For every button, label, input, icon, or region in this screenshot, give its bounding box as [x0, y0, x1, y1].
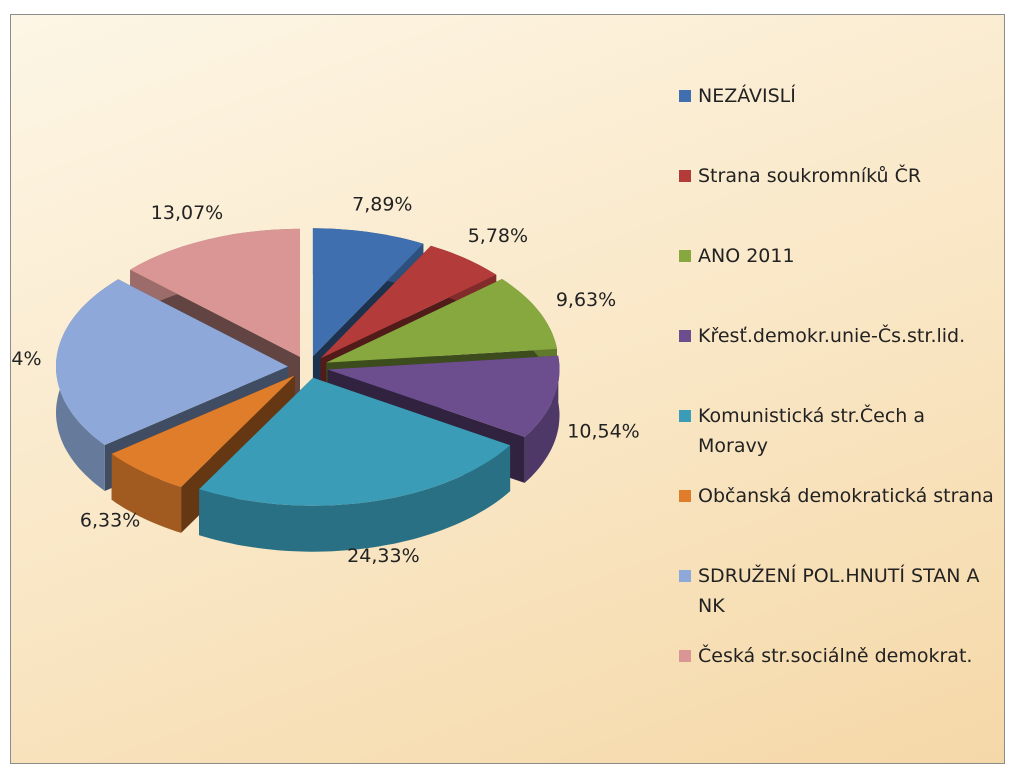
legend-swatch	[679, 170, 691, 182]
slice-top	[326, 279, 557, 363]
slice-top	[111, 375, 295, 487]
legend-swatch	[679, 330, 691, 342]
pie-chart: 7,89% 5,78% 9,63% 10,54% 24,33% 6,33% 22,44% 13…	[11, 193, 640, 567]
legend-label: Strana soukromníků ČR	[698, 165, 922, 187]
data-label: 10,54%	[567, 420, 639, 442]
legend-label: Česká str.sociálně demokrat.	[698, 645, 973, 667]
legend-entry: Křesť.demokr.unie-Čs.str.lid.	[679, 321, 997, 351]
legend-entry: Česká str.sociálně demokrat.	[679, 641, 997, 671]
legend-label: SDRUŽENÍ POL.HNUTÍ STAN A NK	[698, 565, 980, 617]
slice-wall	[111, 453, 182, 533]
legend-entry: NEZÁVISLÍ	[679, 81, 997, 111]
data-label: 6,33%	[80, 510, 140, 532]
legend-swatch	[679, 90, 691, 102]
data-label: 13,07%	[151, 202, 223, 224]
legend-swatch	[679, 410, 691, 422]
data-label: 24,33%	[347, 545, 419, 567]
legend-entry: Strana soukromníků ČR	[679, 161, 997, 191]
legend-label: NEZÁVISLÍ	[698, 85, 796, 107]
slice-top	[320, 245, 497, 359]
slice-top	[327, 355, 560, 437]
legend-entry: ANO 2011	[679, 241, 997, 271]
legend-swatch	[679, 490, 691, 502]
slice-top	[312, 228, 424, 357]
legend-swatch	[679, 250, 691, 262]
legend-entry: Komunistická str.Čech a Moravy	[679, 401, 997, 461]
slice-top	[56, 279, 288, 445]
legend-label: ANO 2011	[698, 245, 795, 267]
legend-entry: SDRUŽENÍ POL.HNUTÍ STAN A NK	[679, 561, 997, 621]
data-label: 5,78%	[468, 225, 528, 247]
legend-label: Komunistická str.Čech a Moravy	[698, 405, 926, 457]
slice-top	[130, 228, 300, 357]
legend-entry: Občanská demokratická strana	[679, 481, 997, 511]
legend-swatch	[679, 570, 691, 582]
chart-area: 7,89% 5,78% 9,63% 10,54% 24,33% 6,33% 22,44% 13…	[10, 14, 1005, 764]
data-label: 9,63%	[556, 289, 616, 311]
data-label: 7,89%	[352, 193, 412, 215]
legend-label: Křesť.demokr.unie-Čs.str.lid.	[698, 325, 966, 347]
pie-slice	[199, 377, 511, 552]
legend-swatch	[679, 650, 691, 662]
slice-wall	[199, 445, 511, 552]
slice-top	[199, 377, 511, 506]
legend-label: Občanská demokratická strana	[698, 485, 994, 507]
slice-wall	[524, 355, 560, 483]
data-label: 22,44%	[11, 348, 42, 370]
